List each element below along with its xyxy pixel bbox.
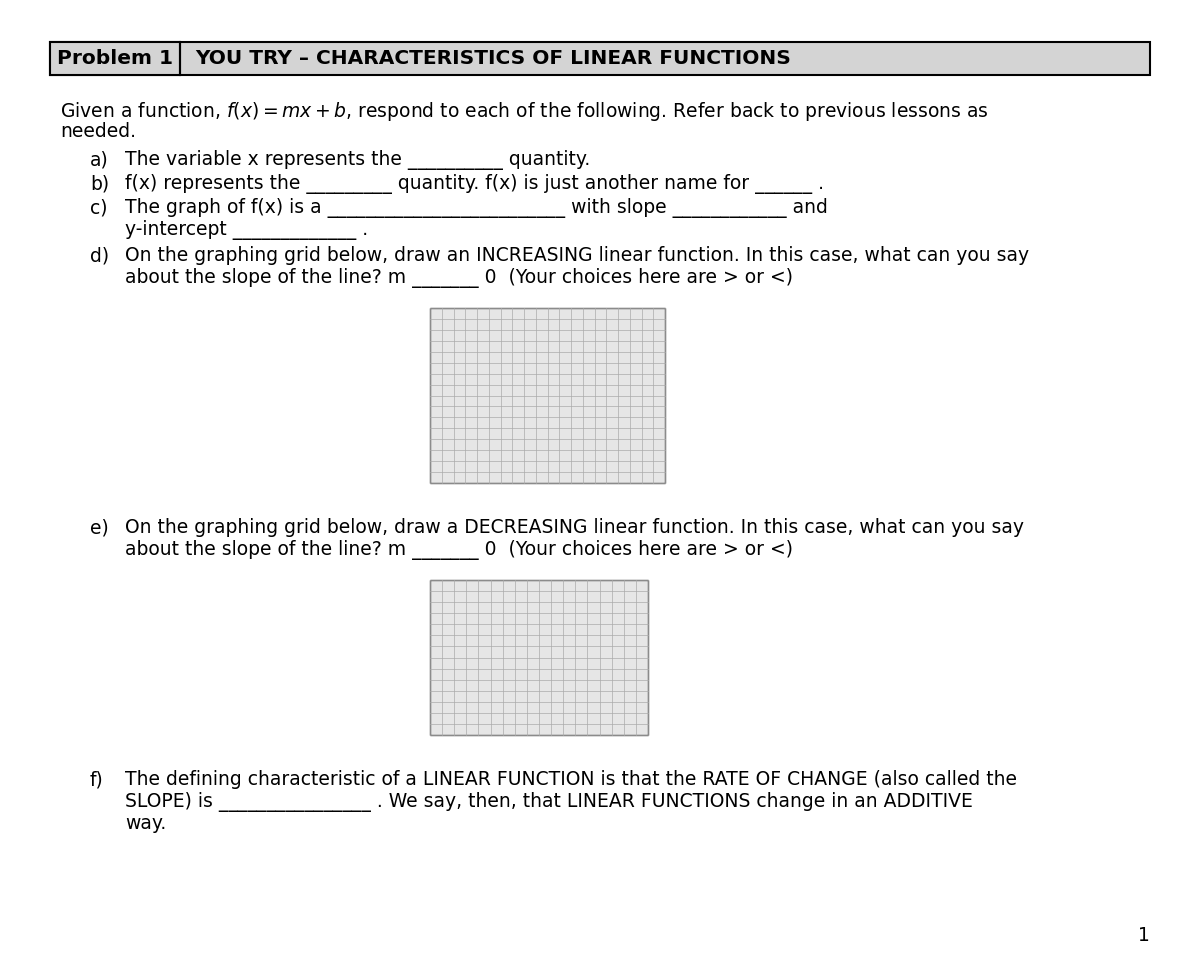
Text: needed.: needed. xyxy=(60,122,136,141)
Bar xyxy=(430,580,648,735)
Text: b): b) xyxy=(90,174,109,193)
Text: Problem 1: Problem 1 xyxy=(58,49,173,68)
Text: a): a) xyxy=(90,150,109,169)
Text: On the graphing grid below, draw a DECREASING linear function. In this case, wha: On the graphing grid below, draw a DECRE… xyxy=(125,518,1024,537)
Text: YOU TRY – CHARACTERISTICS OF LINEAR FUNCTIONS: YOU TRY – CHARACTERISTICS OF LINEAR FUNC… xyxy=(194,49,791,68)
Text: The defining characteristic of a LINEAR FUNCTION is that the RATE OF CHANGE (als: The defining characteristic of a LINEAR … xyxy=(125,770,1018,789)
Text: c): c) xyxy=(90,198,108,217)
Text: On the graphing grid below, draw an INCREASING linear function. In this case, wh: On the graphing grid below, draw an INCR… xyxy=(125,246,1030,265)
Text: SLOPE) is ________________ . We say, then, that LINEAR FUNCTIONS change in an AD: SLOPE) is ________________ . We say, the… xyxy=(125,792,973,812)
Text: d): d) xyxy=(90,246,109,265)
Text: y-intercept _____________ .: y-intercept _____________ . xyxy=(125,220,368,240)
Bar xyxy=(50,42,180,75)
Text: way.: way. xyxy=(125,814,167,833)
Text: f): f) xyxy=(90,770,103,789)
Bar xyxy=(50,42,1150,75)
Text: The graph of f(x) is a _________________________ with slope ____________ and: The graph of f(x) is a _________________… xyxy=(125,198,828,218)
Text: about the slope of the line? m _______ 0  (Your choices here are > or <): about the slope of the line? m _______ 0… xyxy=(125,268,793,288)
Text: e): e) xyxy=(90,518,109,537)
Text: The variable x represents the __________ quantity.: The variable x represents the __________… xyxy=(125,150,590,170)
Text: Given a function, $f(x) = mx + b$, respond to each of the following. Refer back : Given a function, $f(x) = mx + b$, respo… xyxy=(60,100,989,123)
Text: about the slope of the line? m _______ 0  (Your choices here are > or <): about the slope of the line? m _______ 0… xyxy=(125,540,793,560)
Text: 1: 1 xyxy=(1138,926,1150,945)
Text: f(x) represents the _________ quantity. f(x) is just another name for ______ .: f(x) represents the _________ quantity. … xyxy=(125,174,824,194)
Bar xyxy=(430,308,665,483)
